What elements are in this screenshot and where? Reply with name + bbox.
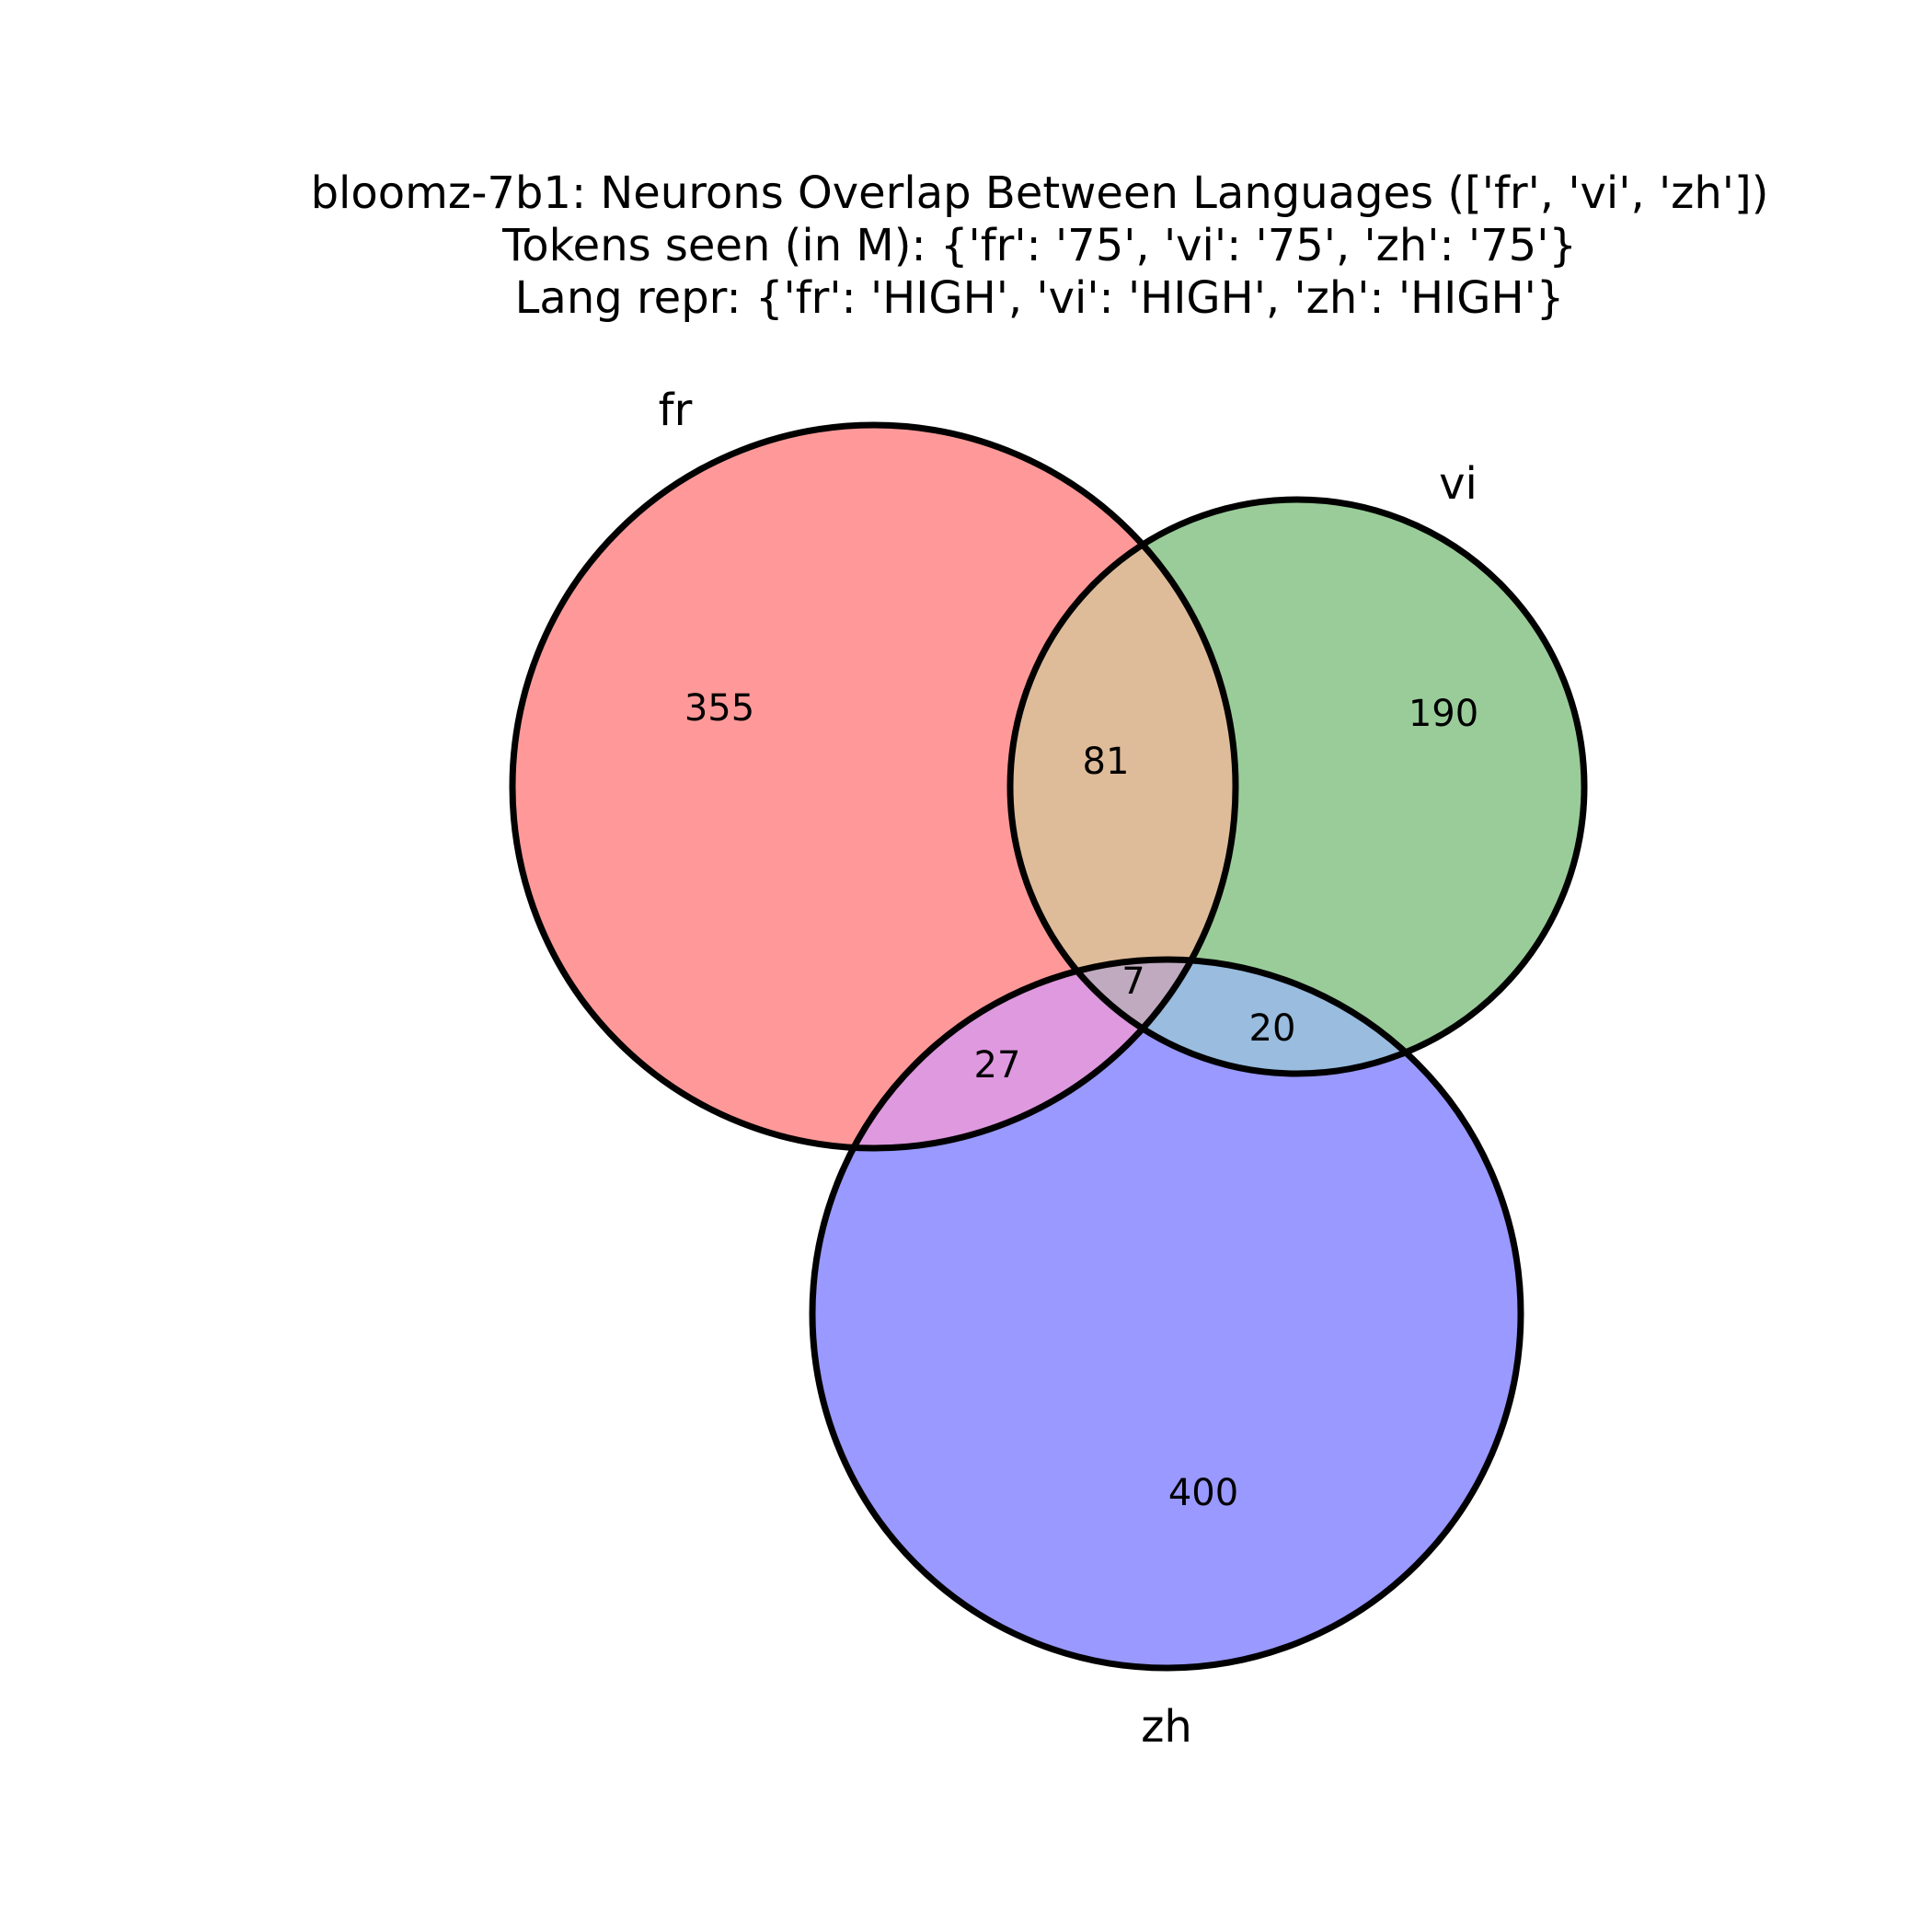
title-line-1: bloomz-7b1: Neurons Overlap Between Lang… <box>311 167 1769 219</box>
title-line-3: Lang repr: {'fr': 'HIGH', 'vi': 'HIGH', … <box>515 272 1565 324</box>
title-line-2: Tokens seen (in M): {'fr': '75', 'vi': '… <box>501 220 1577 271</box>
set-fr-circle <box>512 425 1236 1148</box>
set-label-zh: zh <box>1141 1701 1192 1753</box>
count-fr-vi: 81 <box>1083 741 1130 783</box>
set-fr-outline <box>509 421 1239 1152</box>
chart-title: bloomz-7b1: Neurons Overlap Between Lang… <box>311 167 1769 324</box>
set-vi-outline <box>1006 496 1588 1077</box>
count-vi-only: 190 <box>1409 693 1478 735</box>
set-zh-outline <box>809 956 1524 1672</box>
count-fr-vi-zh: 7 <box>1121 960 1144 1003</box>
count-vi-zh: 20 <box>1249 1007 1296 1050</box>
set-zh-circle <box>812 960 1521 1668</box>
set-label-vi: vi <box>1439 458 1478 510</box>
count-fr-zh: 27 <box>974 1044 1021 1087</box>
count-zh-only: 400 <box>1168 1472 1238 1514</box>
region-fr-vi <box>1010 500 1236 1074</box>
set-label-fr: fr <box>659 385 693 436</box>
count-fr-only: 355 <box>684 687 754 730</box>
